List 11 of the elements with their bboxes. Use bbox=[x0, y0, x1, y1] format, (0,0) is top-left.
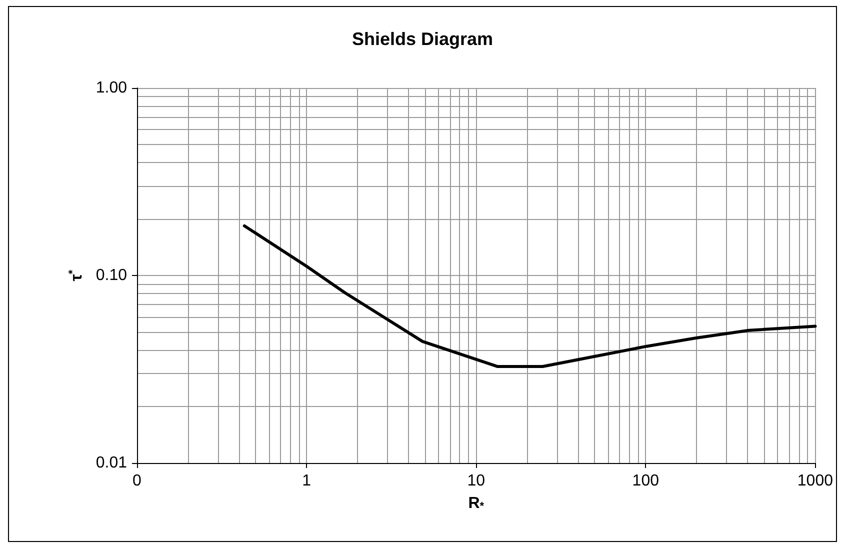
x-tick-label: 10 bbox=[467, 472, 486, 490]
x-tick-label: 0 bbox=[132, 472, 142, 490]
y-tick-label: 1.00 bbox=[96, 80, 128, 96]
x-tick-label: 100 bbox=[632, 472, 660, 490]
x-axis-title: R* bbox=[468, 495, 485, 512]
y-tick-label: 0.01 bbox=[96, 454, 128, 472]
y-tick-label: 0.10 bbox=[96, 267, 128, 284]
x-tick-label: 1 bbox=[302, 472, 312, 490]
y-axis-title: τ* bbox=[66, 269, 86, 282]
x-tick-label: 1000 bbox=[797, 472, 834, 490]
chart-title: Shields Diagram bbox=[352, 29, 494, 49]
